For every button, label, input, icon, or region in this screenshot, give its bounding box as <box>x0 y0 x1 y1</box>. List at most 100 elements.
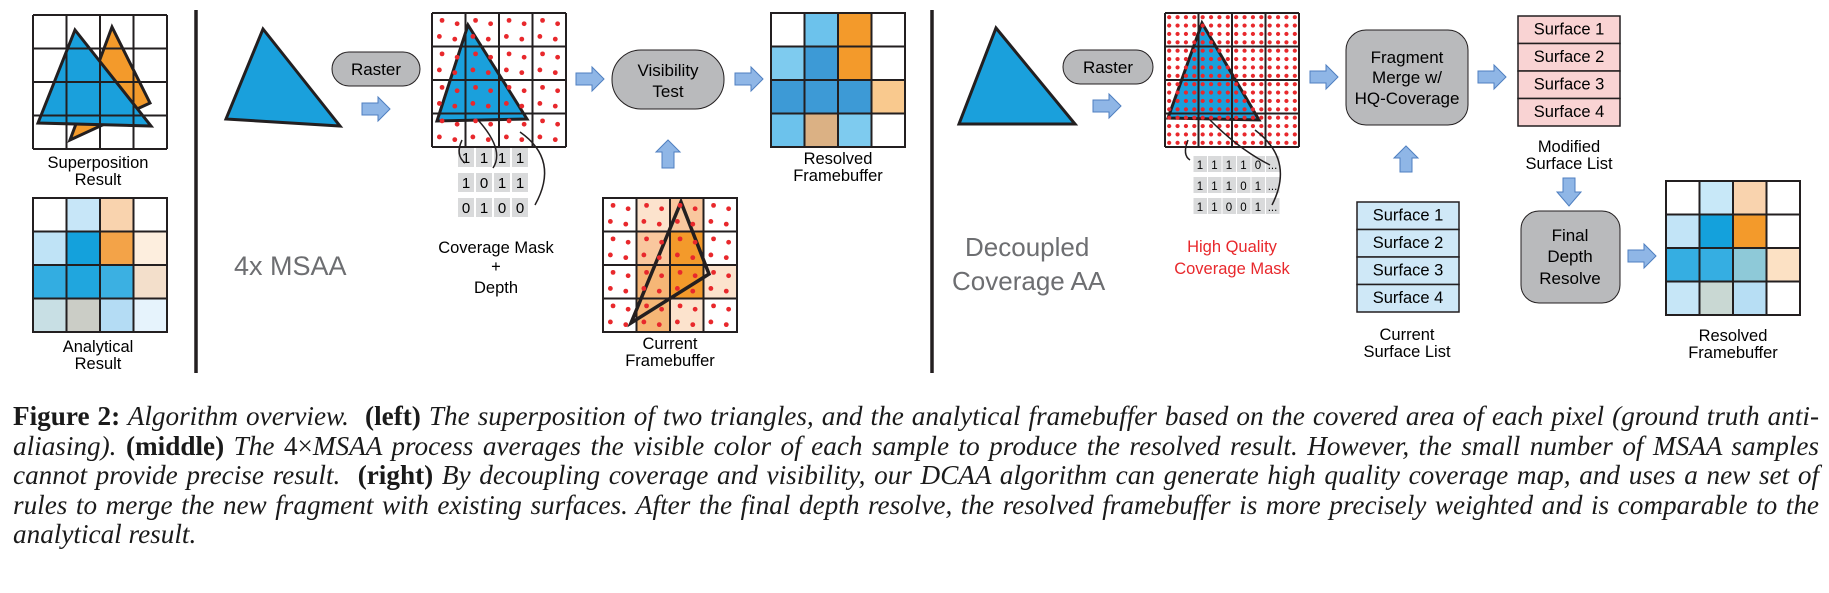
hq-sample <box>1217 115 1222 120</box>
current-fb-sample <box>674 319 680 325</box>
hq-sample <box>1175 107 1180 112</box>
msaa-sample <box>488 54 494 60</box>
hq-bit-box <box>1237 177 1251 193</box>
hq-sample <box>1275 48 1281 53</box>
hq-sample <box>1225 107 1230 112</box>
analytical-cell <box>65 197 101 233</box>
current-fb-sample <box>726 206 732 212</box>
hq-sample <box>1167 40 1172 45</box>
hq-sample <box>1284 123 1289 129</box>
caption-left-text: The superposition of two triangles, and … <box>13 401 1820 461</box>
hq-bit: 1 <box>1211 202 1217 214</box>
current-fb-cell <box>702 197 738 233</box>
msaa-resolved-cell <box>803 79 839 115</box>
hq-sample <box>1234 82 1239 87</box>
hq-sample <box>1167 115 1172 120</box>
current-fb-sample <box>711 236 716 242</box>
hq-bit: 1 <box>1255 202 1261 214</box>
hq-sample <box>1200 132 1205 137</box>
current-fb-sample <box>674 219 680 224</box>
hq-sample <box>1267 23 1272 28</box>
hq-bit: 1 <box>1211 181 1217 193</box>
current-surface-row <box>1356 228 1460 258</box>
msaa-sample <box>439 51 445 57</box>
hq-sample <box>1250 98 1256 104</box>
dcaa-resolved-cell <box>1698 213 1734 249</box>
current-fb-sample <box>623 221 629 227</box>
arrow-final-to-resolved <box>1627 242 1657 270</box>
hq-sample <box>1200 23 1205 28</box>
msaa-sample <box>506 118 512 124</box>
analytical-cell <box>132 230 168 266</box>
current-fb-cell <box>635 197 671 233</box>
analytical-label-line1: Analytical <box>63 338 134 356</box>
hq-sample <box>1225 90 1230 95</box>
hq-sample <box>1267 98 1272 104</box>
hq-sample <box>1284 107 1289 112</box>
hq-sample <box>1234 115 1239 120</box>
hq-sample <box>1217 98 1222 104</box>
hq-sample <box>1292 23 1297 28</box>
msaa-sample <box>537 34 543 39</box>
hq-sample <box>1275 40 1281 45</box>
dcaa-resolved-cell <box>1765 213 1801 249</box>
hq-sample <box>1242 15 1247 20</box>
hq-sample <box>1242 123 1247 129</box>
hq-bit-box <box>1222 177 1236 193</box>
hq-sample <box>1183 65 1189 70</box>
msaa-resolved-cell <box>837 12 873 48</box>
current-fb-sample <box>656 322 662 328</box>
coverage-mask-bits: 1 1 1 11 0 1 10 1 0 0 <box>458 148 528 217</box>
analytical-cell <box>132 297 168 333</box>
current-fb-cell <box>702 297 738 333</box>
hq-sample <box>1167 15 1172 20</box>
caption-left-tag: (left) <box>365 401 421 431</box>
hq-sample <box>1292 115 1297 120</box>
merge-label-2: Merge w/ <box>1372 68 1442 87</box>
msaa-sample <box>519 36 525 42</box>
hq-sample <box>1250 132 1256 137</box>
msaa-sample <box>521 88 527 94</box>
current-fb-sample <box>659 206 665 212</box>
hq-bit-box <box>1208 177 1222 193</box>
msaa-resolved-cell <box>870 79 906 115</box>
msaa-sample <box>485 137 491 143</box>
dcaa-resolved-cell <box>1765 247 1801 283</box>
hq-sample <box>1192 132 1197 137</box>
current-fb-sample <box>677 303 683 309</box>
hq-sample <box>1200 115 1205 120</box>
analytical-cell <box>32 264 68 300</box>
hq-sample <box>1183 115 1189 120</box>
hq-bit: 1 <box>1197 202 1203 214</box>
current-fb-sample <box>607 319 613 325</box>
dcaa-resolved-cell <box>1732 280 1768 316</box>
msaa-sample <box>552 103 558 109</box>
current-fb-sample <box>644 236 649 242</box>
hq-sample <box>1208 65 1214 70</box>
hq-sample <box>1284 132 1289 137</box>
hq-sample <box>1200 65 1205 70</box>
current-framebuffer-grid <box>602 197 738 333</box>
hq-sample <box>1267 132 1272 137</box>
hq-sample <box>1225 56 1230 62</box>
current-fb-sample <box>708 252 714 258</box>
hq-sample <box>1225 23 1230 28</box>
msaa-sample <box>540 118 545 124</box>
hq-sample <box>1175 123 1180 129</box>
hq-sample <box>1217 48 1222 53</box>
visibility-label-1: Visibility <box>637 61 699 80</box>
dcaa-resolved-cell <box>1665 280 1701 316</box>
current-fb-sample <box>659 239 665 245</box>
hq-sample <box>1292 31 1297 37</box>
hq-sample <box>1284 48 1289 53</box>
hq-sample <box>1208 40 1214 45</box>
hq-sample-grid <box>1164 12 1300 148</box>
current-fb-sample <box>674 252 680 258</box>
current-fb-cell <box>702 230 738 266</box>
mask-bit: 1 <box>480 150 488 167</box>
hq-sample <box>1175 23 1180 28</box>
mask-bit-box <box>512 173 528 192</box>
msaa-resolved-cell <box>870 12 906 48</box>
hq-bit: 0 <box>1255 160 1261 172</box>
current-fb-sample <box>723 322 729 328</box>
